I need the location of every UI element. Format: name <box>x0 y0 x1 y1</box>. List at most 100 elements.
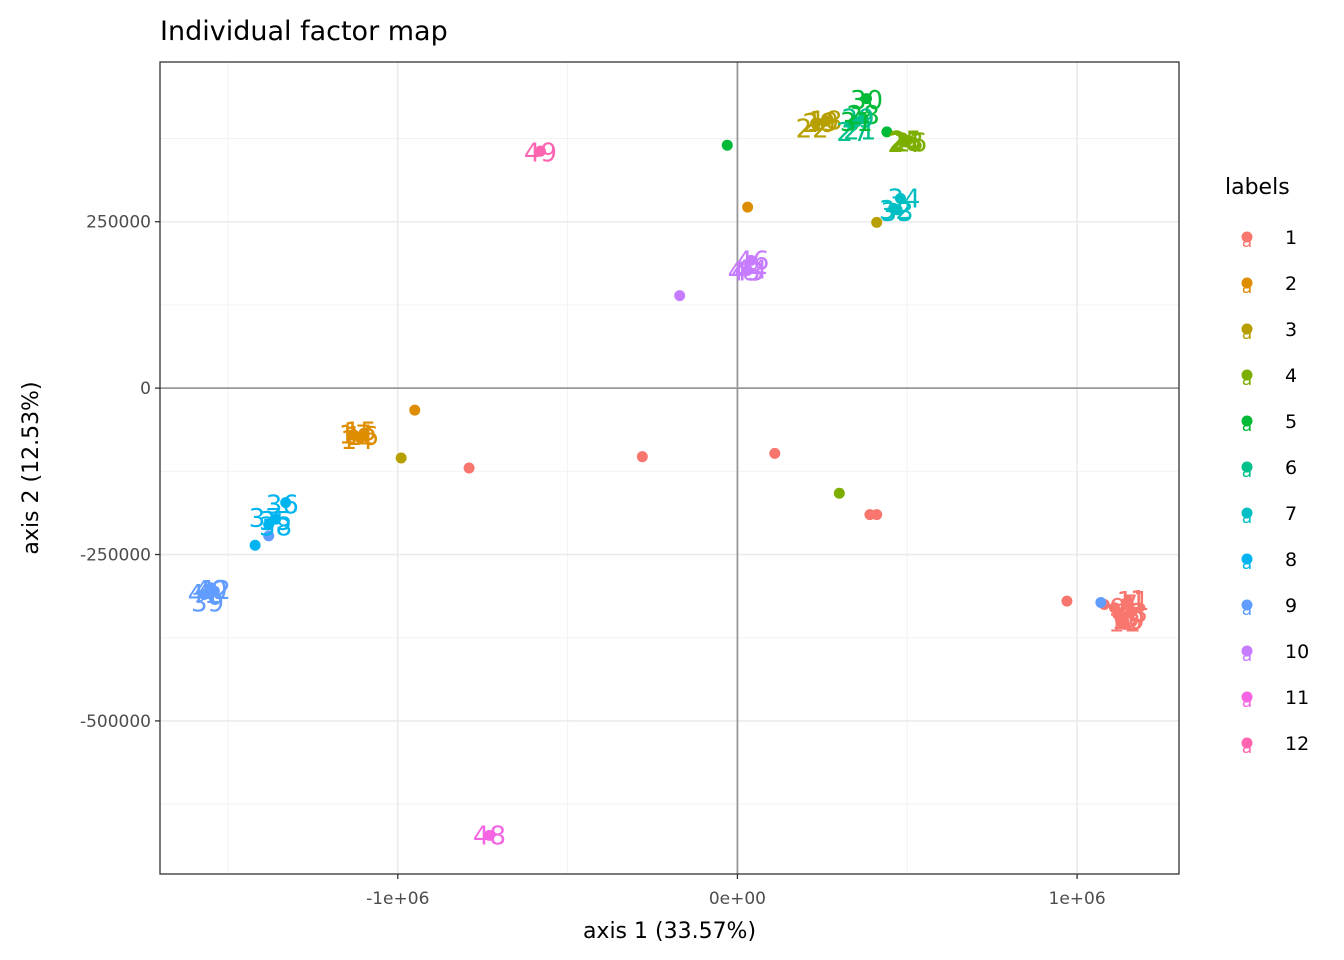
data-point <box>636 451 648 463</box>
point-label: 41 <box>188 580 221 610</box>
x-axis-ticks: -1e+06 0e+00 1e+06 <box>366 874 1106 909</box>
data-point <box>249 539 261 551</box>
point-label: 24 <box>887 129 920 159</box>
legend-item: a4 <box>1241 365 1297 390</box>
legend-label: 9 <box>1285 595 1297 617</box>
data-point <box>871 216 883 228</box>
point-label: 4 <box>1116 597 1133 627</box>
x-tick-label: 1e+06 <box>1049 889 1106 909</box>
chart-title: Individual factor map <box>160 16 448 47</box>
legend-item: a10 <box>1241 641 1309 666</box>
data-point <box>721 139 733 151</box>
legend-item: a12 <box>1241 733 1309 758</box>
data-point <box>463 462 475 474</box>
data-point <box>871 509 883 521</box>
data-point <box>745 254 757 266</box>
point-label: 38 <box>259 513 292 543</box>
legend-item: a5 <box>1241 411 1297 436</box>
data-point <box>820 115 832 127</box>
point-label: 33 <box>881 198 914 228</box>
legend-item: a2 <box>1241 273 1297 298</box>
data-point <box>857 113 869 125</box>
point-label: 16 <box>346 422 379 452</box>
y-tick-label: -500000 <box>80 712 151 732</box>
y-tick-label: 0 <box>140 379 151 399</box>
data-point <box>280 497 292 509</box>
point-label: 3 <box>1123 604 1140 634</box>
point-label: 12 <box>1108 608 1141 638</box>
data-point <box>810 117 822 129</box>
legend-label: 1 <box>1285 227 1297 249</box>
point-label: 27 <box>836 118 869 148</box>
legend-label: 10 <box>1285 641 1309 663</box>
panel-border <box>159 61 1180 875</box>
y-tick-label: 250000 <box>86 213 151 233</box>
legend-key-point <box>1241 645 1253 657</box>
legend: labels a1 a2 a3 a4 a5 a6 a7 a8 a9 a10 a11 a12 <box>1225 175 1309 758</box>
data-points <box>198 93 1137 841</box>
legend-key-point <box>1241 277 1253 289</box>
point-label: 40 <box>194 576 227 606</box>
point-label: 29 <box>841 105 874 135</box>
x-tick-label: 0e+00 <box>709 889 766 909</box>
legend-key-point <box>1241 369 1253 381</box>
data-point <box>769 447 781 459</box>
y-axis-label: axis 2 (12.53%) <box>19 381 44 554</box>
data-point <box>198 588 210 600</box>
data-point <box>901 135 913 147</box>
data-point <box>881 126 893 138</box>
legend-label: 7 <box>1285 503 1297 525</box>
point-label: 46 <box>736 246 769 276</box>
data-point <box>1122 595 1134 607</box>
data-point <box>674 290 686 302</box>
point-label: 19 <box>806 108 839 138</box>
legend-items: a1 a2 a3 a4 a5 a6 a7 a8 a9 a10 a11 a12 <box>1241 227 1309 758</box>
y-tick-label: -250000 <box>80 546 151 566</box>
point-label: 17 <box>339 421 372 451</box>
point-label: 1 <box>1130 586 1147 616</box>
data-point <box>395 452 407 464</box>
legend-label: 3 <box>1285 319 1297 341</box>
data-point <box>833 487 845 499</box>
point-label: 34 <box>887 184 920 214</box>
data-point <box>1125 605 1137 617</box>
data-point <box>263 530 275 542</box>
point-label: 18 <box>809 107 842 137</box>
legend-item: a8 <box>1241 549 1297 574</box>
point-label: 11 <box>1117 587 1150 617</box>
point-label: 48 <box>473 821 506 851</box>
point-label: 43 <box>731 258 764 288</box>
point-label: 39 <box>191 588 224 618</box>
legend-label: 4 <box>1285 365 1297 387</box>
legend-key-point <box>1241 553 1253 565</box>
legend-item: a3 <box>1241 319 1297 344</box>
point-label: 21 <box>843 117 876 147</box>
legend-item: a7 <box>1241 503 1297 528</box>
point-label: 44 <box>734 256 767 286</box>
point-label: 15 <box>344 417 377 447</box>
legend-key-point <box>1241 231 1253 243</box>
point-label: 36 <box>266 491 299 521</box>
point-label: 14 <box>340 426 373 456</box>
data-point <box>1061 595 1073 607</box>
legend-item: a1 <box>1241 227 1297 252</box>
legend-key-point <box>1241 737 1253 749</box>
point-label: 25 <box>889 127 922 157</box>
x-tick-label: -1e+06 <box>366 889 429 909</box>
point-label: 35 <box>259 507 292 537</box>
point-label: 42 <box>198 576 231 606</box>
point-label: 5 <box>1127 607 1144 637</box>
point-label: 31 <box>840 108 873 138</box>
legend-label: 5 <box>1285 411 1297 433</box>
point-label: 26 <box>894 129 927 159</box>
data-point <box>894 192 906 204</box>
point-label: 49 <box>524 139 557 169</box>
point-label: 28 <box>847 101 880 131</box>
legend-key-point <box>1241 507 1253 519</box>
legend-label: 12 <box>1285 733 1309 755</box>
point-label: 2 <box>1120 594 1137 624</box>
data-point <box>263 519 275 531</box>
legend-title: labels <box>1225 175 1290 200</box>
